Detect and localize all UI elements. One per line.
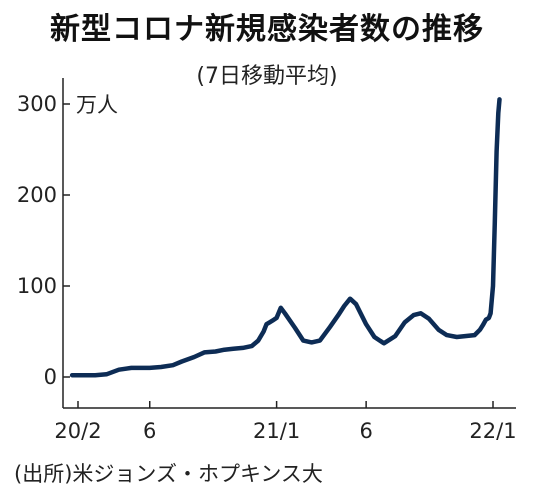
x-tick-label-3: 6 [359,419,372,443]
y-tick-label-200: 200 [17,183,57,207]
chart-title: 新型コロナ新規感染者数の推移 [50,12,484,47]
source-note: (出所)米ジョンズ・ホプキンス大 [14,462,323,486]
y-tick-label-0: 0 [44,365,57,389]
y-tick-label-100: 100 [17,274,57,298]
x-tick-label-4: 22/1 [469,419,516,443]
y-tick-label-300: 300 [17,92,57,116]
x-tick-label-0: 20/2 [54,419,101,443]
x-tick-label-2: 21/1 [253,419,300,443]
y-unit-label: 万人 [76,93,118,117]
x-tick-label-1: 6 [143,419,156,443]
chart-subtitle: (7日移動平均) [196,64,338,89]
series-line [69,97,502,378]
